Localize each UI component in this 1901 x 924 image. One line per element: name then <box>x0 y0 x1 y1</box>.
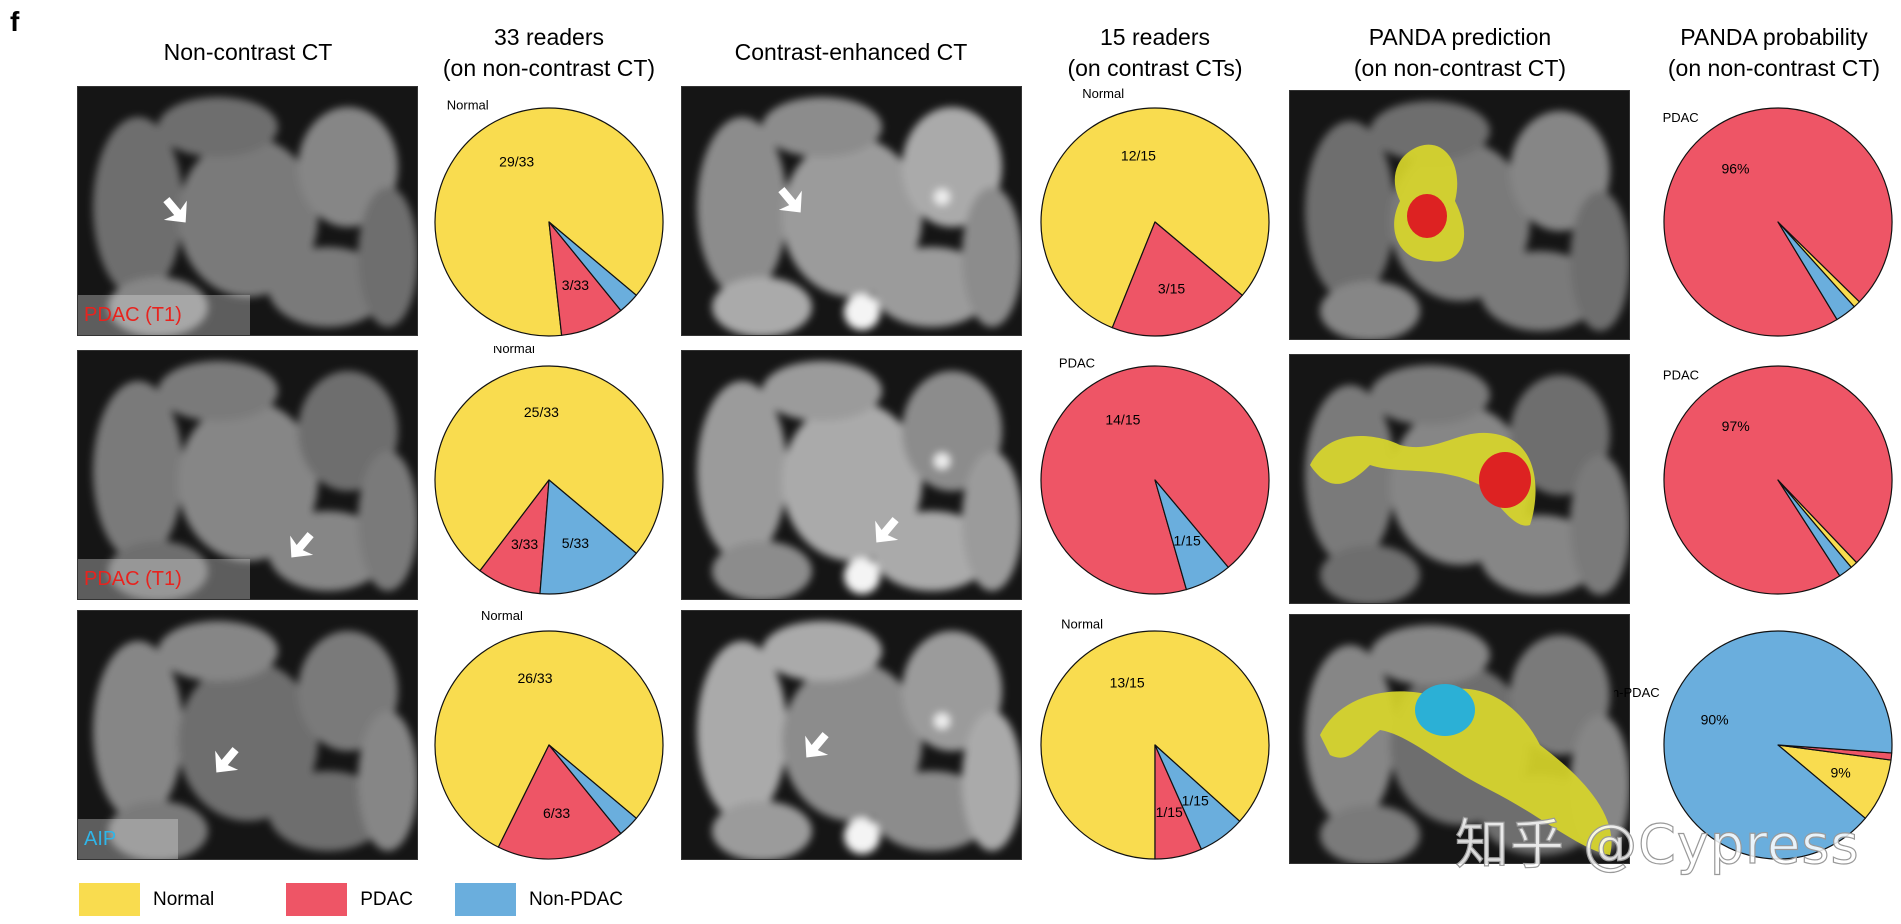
noncontrast-ct-image: PDAC (T1) <box>77 350 418 600</box>
pie-value-label: 12/15 <box>1121 148 1156 164</box>
title-noncontrast-ct: Non-contrast CT <box>83 37 413 68</box>
pie-category-label: PDAC <box>1663 110 1699 125</box>
pie-slice-pdac <box>497 744 622 860</box>
pie-chart: 13/15 Normal 1/151/15 <box>1040 616 1270 860</box>
pie-value-label: 1/15 <box>1182 792 1209 808</box>
pie-value-label: 96% <box>1721 160 1749 176</box>
diagnosis-label: PDAC (T1) <box>78 559 250 599</box>
title-15-readers: 15 readers (on contrast CTs) <box>990 22 1320 84</box>
pie-category-label: Normal <box>447 97 489 112</box>
pie-slice-non-pdac <box>1777 221 1855 321</box>
pie-category-label: Normal <box>1082 88 1124 101</box>
pie-value-label: 6/33 <box>543 805 570 821</box>
pie-category-label: PDAC <box>1059 355 1095 370</box>
title-line: Contrast-enhanced CT <box>734 39 968 65</box>
legend-swatch <box>286 883 348 916</box>
title-line: (on non-contrast CT) <box>1353 55 1567 81</box>
pie-slice-non-pdac <box>1154 479 1229 591</box>
pie-chart: 25/33 Normal 3/33 5/33 <box>434 346 664 595</box>
pie-value-label: 14/15 <box>1105 412 1140 428</box>
pie-value-label: 13/15 <box>1110 675 1145 691</box>
legend-item-non-pdac: Non-PDAC <box>455 883 623 916</box>
pie-slice-non-pdac <box>1777 479 1852 577</box>
panda-prediction-image <box>1289 614 1630 864</box>
title-line: 33 readers <box>494 24 604 50</box>
legend: Normal PDAC Non-PDAC <box>79 883 655 916</box>
pie-value-label: 3/15 <box>1158 280 1185 296</box>
pie-value-label: 5/33 <box>562 535 589 551</box>
pie-slice-normal <box>434 365 664 572</box>
title-line: 15 readers <box>1100 24 1210 50</box>
pie-slice-normal <box>1040 107 1270 329</box>
pie-value-label: 1/15 <box>1173 532 1200 548</box>
pie-slice-non-pdac <box>539 479 637 595</box>
pie-category-label: Non-PDAC <box>1614 685 1660 700</box>
title-33-readers: 33 readers (on non-contrast CT) <box>384 22 714 84</box>
legend-item-normal: Normal <box>79 883 214 916</box>
arrow-icon <box>280 525 322 567</box>
panda-prediction-image <box>1289 90 1630 340</box>
title-line: Non-contrast CT <box>163 39 333 65</box>
arrow-icon <box>205 740 247 782</box>
pie-chart: 14/15 PDAC 1/15 <box>1040 355 1270 595</box>
legend-swatch <box>79 883 140 916</box>
arrow-icon <box>795 725 837 767</box>
contrast-ct-image <box>681 86 1022 336</box>
pie-category-label: Normal <box>481 611 523 623</box>
diagnosis-label: PDAC (T1) <box>78 295 250 335</box>
pie-value-label: 3/33 <box>562 277 589 293</box>
legend-label: Non-PDAC <box>529 888 624 910</box>
title-line: (on non-contrast CT) <box>1667 55 1881 81</box>
pie-slice-non-pdac <box>1663 630 1893 860</box>
pie-slice-non-pdac <box>548 221 637 312</box>
panda-prediction-image <box>1289 354 1630 604</box>
pie-slice-normal <box>434 630 664 848</box>
title-line: (on non-contrast CT) <box>442 55 656 81</box>
watermark: 知乎 @Cypress <box>1454 812 1860 876</box>
title-panda-probability: PANDA probability (on non-contrast CT) <box>1609 22 1901 84</box>
pie-value-label: 26/33 <box>517 670 552 686</box>
legend-label: PDAC <box>360 888 414 910</box>
title-line: PANDA probability <box>1680 24 1868 50</box>
legend-swatch <box>455 883 517 916</box>
pie-chart: 12/15 Normal 3/15 <box>1040 88 1270 337</box>
legend-item-pdac: PDAC <box>286 883 413 916</box>
pie-value-label: 25/33 <box>524 404 559 420</box>
pie-category-label: Normal <box>493 346 535 356</box>
pie-slice-non-pdac <box>1154 744 1241 850</box>
pie-value-label: 90% <box>1701 711 1729 727</box>
pie-value-label: 97% <box>1722 418 1750 434</box>
panel-letter: f <box>10 6 20 37</box>
noncontrast-ct-image: AIP <box>77 610 418 860</box>
pie-value-label: 29/33 <box>499 154 534 170</box>
title-contrast-ct: Contrast-enhanced CT <box>686 37 1016 68</box>
pie-chart: 96% PDAC <box>1663 107 1893 337</box>
title-line: (on contrast CTs) <box>1067 55 1243 81</box>
contrast-ct-image <box>681 610 1022 860</box>
pie-value-label: 1/15 <box>1156 804 1183 820</box>
arrow-icon <box>155 190 197 232</box>
pie-chart: 29/33 Normal 3/33 <box>434 97 664 337</box>
arrow-icon <box>865 510 907 552</box>
pie-slice-non-pdac <box>548 744 637 835</box>
diagnosis-label: AIP <box>78 819 178 859</box>
title-line: PANDA prediction <box>1368 24 1552 50</box>
legend-label: Normal <box>153 888 215 910</box>
pie-category-label: Normal <box>1061 616 1103 631</box>
pie-category-label: PDAC <box>1663 368 1699 383</box>
pie-value-label: 9% <box>1830 765 1850 781</box>
pie-slice-pdac <box>1111 221 1243 337</box>
title-panda-prediction: PANDA prediction (on non-contrast CT) <box>1295 22 1625 84</box>
pie-chart: 9% 90% Non-PDAC <box>1614 630 1893 860</box>
contrast-ct-image <box>681 350 1022 600</box>
arrow-icon <box>770 180 812 222</box>
pie-chart: 26/33 Normal 6/33 <box>434 611 664 860</box>
pie-value-label: 3/33 <box>511 536 538 552</box>
noncontrast-ct-image: PDAC (T1) <box>77 86 418 336</box>
pie-chart: 97% PDAC <box>1663 365 1893 595</box>
